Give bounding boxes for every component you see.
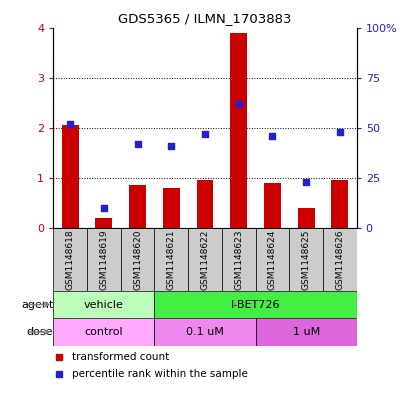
Bar xyxy=(53,318,154,346)
Point xyxy=(302,179,309,185)
Text: GSM1148622: GSM1148622 xyxy=(200,229,209,290)
Text: GSM1148620: GSM1148620 xyxy=(133,229,142,290)
Bar xyxy=(230,33,247,228)
Text: GSM1148625: GSM1148625 xyxy=(301,229,310,290)
Bar xyxy=(221,228,255,291)
Point xyxy=(336,129,342,135)
Bar xyxy=(255,318,356,346)
Text: percentile rank within the sample: percentile rank within the sample xyxy=(71,369,247,379)
Text: transformed count: transformed count xyxy=(71,352,169,362)
Bar xyxy=(95,218,112,228)
Text: control: control xyxy=(84,327,123,337)
Text: 1 uM: 1 uM xyxy=(292,327,319,337)
Bar xyxy=(154,318,255,346)
Point xyxy=(268,132,275,139)
Text: 0.1 uM: 0.1 uM xyxy=(186,327,223,337)
Text: GSM1148618: GSM1148618 xyxy=(65,229,74,290)
Text: GSM1148626: GSM1148626 xyxy=(335,229,344,290)
Bar xyxy=(330,180,347,228)
Bar xyxy=(53,291,154,318)
Bar xyxy=(196,180,213,228)
Text: GSM1148619: GSM1148619 xyxy=(99,229,108,290)
Bar xyxy=(263,183,280,228)
Bar xyxy=(129,185,146,228)
Point xyxy=(168,143,174,149)
Bar xyxy=(87,228,120,291)
Bar xyxy=(154,291,356,318)
Bar xyxy=(322,228,356,291)
Bar xyxy=(120,228,154,291)
Point xyxy=(67,121,73,127)
Point xyxy=(235,101,241,107)
Text: GSM1148623: GSM1148623 xyxy=(234,229,243,290)
Bar xyxy=(188,228,221,291)
Bar xyxy=(289,228,322,291)
Text: agent: agent xyxy=(21,299,53,310)
Bar xyxy=(53,228,87,291)
Point xyxy=(100,205,107,211)
Title: GDS5365 / ILMN_1703883: GDS5365 / ILMN_1703883 xyxy=(118,12,291,25)
Bar xyxy=(162,188,179,228)
Text: I-BET726: I-BET726 xyxy=(230,299,280,310)
Text: vehicle: vehicle xyxy=(84,299,124,310)
Point xyxy=(134,141,141,147)
Bar xyxy=(62,125,79,228)
Text: dose: dose xyxy=(27,327,53,337)
Bar xyxy=(154,228,188,291)
Text: GSM1148621: GSM1148621 xyxy=(166,229,175,290)
Text: GSM1148624: GSM1148624 xyxy=(267,229,276,290)
Bar xyxy=(255,228,289,291)
Point xyxy=(201,130,208,137)
Bar xyxy=(297,208,314,228)
